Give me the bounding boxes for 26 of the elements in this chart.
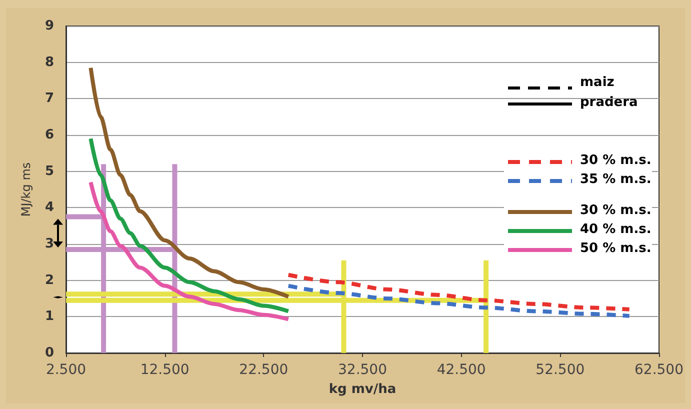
x-axis-title: kg mv/ha	[328, 382, 396, 397]
y-tick-label: 1	[44, 309, 54, 324]
x-tick-label: 52.500	[536, 362, 585, 378]
legend-label: 30 % m.s.	[580, 203, 652, 218]
y-tick-label: 2	[44, 272, 54, 288]
y-tick-label: 5	[44, 164, 54, 179]
y-tick-label: 9	[44, 18, 54, 34]
x-tick-label: 32.500	[338, 362, 387, 378]
annotation: maiz	[580, 75, 614, 90]
legend-label: 35 % m.s.	[580, 172, 652, 187]
x-tick-label: 12.500	[140, 362, 190, 378]
x-tick-label: 42.500	[436, 362, 486, 378]
x-tick-label: 62.500	[634, 362, 684, 378]
x-tick-label: 2.500	[46, 362, 86, 378]
legend-label: 30 % m.s.	[580, 153, 652, 168]
y-tick-label: 6	[44, 128, 54, 142]
legend-label: 40 % m.s.	[580, 222, 652, 237]
annotation: pradera	[580, 95, 638, 110]
y-tick-label: 0	[44, 346, 54, 360]
x-tick-label: 22.500	[239, 362, 288, 378]
y-tick-label: 3	[44, 236, 54, 252]
legend-label: 50 % m.s.	[580, 241, 652, 256]
y-tick-label: 4	[44, 200, 54, 216]
y-axis-title: MJ/kg ms	[19, 162, 33, 217]
y-tick-label: 8	[44, 54, 54, 70]
y-tick-label: 7	[44, 91, 54, 106]
